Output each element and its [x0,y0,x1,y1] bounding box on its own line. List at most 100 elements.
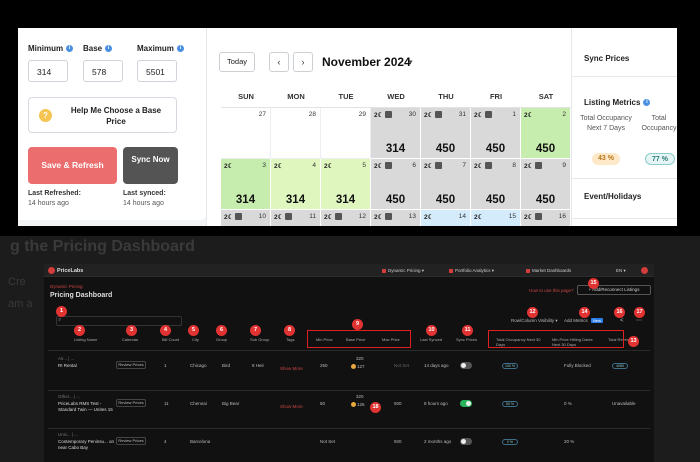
min-price-hit: 0 % [564,401,572,406]
column-header[interactable]: Total Occupancy Next 30 Days [496,337,541,347]
day-cell[interactable]: 2☾ 5 314 [321,159,371,210]
sync-toggle[interactable] [460,362,472,369]
add-reconnect-listings-button[interactable]: + Add/Reconnect Listings [577,285,651,295]
tags-show-more[interactable]: Show More [280,366,303,371]
chevron-down-icon[interactable]: ▾ [409,59,413,66]
listing-name[interactable]: RI Rental [58,363,77,368]
breadcrumb[interactable]: Dynamic Pricing [50,284,83,289]
column-header[interactable]: Bill Count [162,337,180,342]
edit-icon[interactable] [385,162,392,169]
info-icon[interactable]: i [643,99,651,106]
help-choose-base-price-button[interactable]: ? Help Me Choose a Base Price [28,97,177,133]
max-price[interactable]: Not Set [394,363,410,368]
search-input[interactable] [56,316,182,326]
month-title[interactable]: November 2024 [322,55,411,69]
day-cell[interactable]: 2☾ 7 450 [421,159,471,210]
day-cell[interactable]: 2☾ 4 314 [271,159,321,210]
base-price-input[interactable]: 578 [83,60,123,82]
calendar-week: 2☾ 10 2☾ 11 2☾ 12 2☾ 13 2☾ 14 2☾ 15 2☾ 16 [221,210,573,226]
add-metrics-button[interactable]: Add Metrics [564,318,588,323]
review-prices-button[interactable]: Review Prices [116,399,146,407]
min-price[interactable]: 250 [320,363,328,368]
edit-icon[interactable] [235,213,242,220]
calendar-weeks: 27 28 29 2☾ 30 314 2☾ 31 450 2☾ 1 450 2☾ 2 450 2☾ 3 314 2☾… [221,108,573,226]
info-icon[interactable]: i [176,45,184,52]
column-header[interactable]: Sync Prices [456,337,478,342]
more-icon[interactable]: ⋯ [636,318,642,324]
day-cell[interactable]: 2☾ 6 450 [371,159,421,210]
column-header[interactable]: Total Revenue [608,337,634,342]
column-header[interactable]: Group [216,337,228,342]
listing-name[interactable]: PriceLabs RMS Test - Standard Twin — Uni… [58,401,113,412]
tags-show-more[interactable]: Show More [280,404,303,409]
pricelabs-logo[interactable]: PriceLabs [48,267,83,274]
day-cell[interactable]: 2☾ 15 [471,210,521,226]
price-settings-card: Minimum i Base i Maximum i 314 578 5501 ? H… [18,28,206,220]
annotation-badge: 18 [370,402,381,413]
coin-icon [351,402,356,408]
day-cell[interactable]: 28 [271,108,321,159]
edit-icon[interactable] [385,111,392,118]
today-button[interactable]: Today [219,52,255,72]
sync-toggle[interactable] [460,400,472,407]
min-price[interactable]: Not Set [320,439,336,444]
column-header[interactable]: Base Price [346,337,366,342]
nav-portfolio-analytics[interactable]: Portfolio Analytics ▾ [449,268,494,274]
day-cell[interactable]: 2☾ 9 450 [521,159,571,210]
annotation-badge: 8 [284,325,295,336]
day-cell[interactable]: 2☾ 1 450 [471,108,521,159]
info-icon[interactable]: i [66,45,74,52]
day-price: 450 [385,194,406,206]
day-cell[interactable]: 2☾ 13 [371,210,421,226]
column-header[interactable]: Min Price Hitting Dates Next 30 Days [552,337,593,347]
row-column-visibility-dropdown[interactable]: Row/Column Visibility ▾ [511,318,558,323]
day-cell[interactable]: 29 [321,108,371,159]
min-price[interactable]: 50 [320,401,326,406]
day-cell[interactable]: 2☾ 11 [271,210,321,226]
sync-toggle[interactable] [460,438,472,445]
max-price[interactable]: 500 [394,401,402,406]
next-month-button[interactable]: › [293,52,313,72]
day-cell[interactable]: 2☾ 3 314 [221,159,271,210]
column-header[interactable]: Sub Group [250,337,270,342]
annotation-badge: 4 [160,325,171,336]
listing-id: Univ... | ... [58,432,78,437]
column-header[interactable]: Calendar [122,337,139,342]
sync-now-button[interactable]: Sync Now [123,147,178,184]
day-cell[interactable]: 2☾ 14 [421,210,471,226]
day-cell[interactable]: 2☾ 12 [321,210,371,226]
avatar[interactable] [641,267,648,274]
column-header[interactable]: Last Synced [420,337,443,342]
calendar-week: 2☾ 3 314 2☾ 4 314 2☾ 5 314 2☾ 6 450 2☾ 7 450 2☾ 8 450 2☾ 9 4… [221,159,573,210]
review-prices-button[interactable]: Review Prices [116,437,146,445]
review-prices-button[interactable]: Review Prices [116,361,146,369]
day-cell[interactable]: 27 [221,108,271,159]
day-cell[interactable]: 2☾ 31 450 [421,108,471,159]
column-header[interactable]: City [192,337,199,342]
language-selector[interactable]: EN ▾ [616,268,626,273]
day-cell[interactable]: 2☾ 16 [521,210,571,226]
column-header[interactable]: Listing Name [74,337,98,342]
minimum-price-input[interactable]: 314 [28,60,68,82]
info-icon[interactable]: i [105,45,113,52]
analytics-icon [449,268,453,273]
day-cell[interactable]: 2☾ 10 [221,210,271,226]
total-revenue: 4089 [612,363,628,369]
nav-dynamic-pricing[interactable]: Dynamic Pricing ▾ [382,268,424,274]
column-header[interactable]: Tags [286,337,295,342]
maximum-price-input[interactable]: 5501 [137,60,177,82]
help-link[interactable]: How to use this page? [529,288,574,293]
listing-name[interactable]: Contemporary Peninsu... on near Cabo Bay [58,439,115,450]
base-price[interactable]: 320 [356,356,364,361]
base-price[interactable]: 320 [356,394,364,399]
save-refresh-button[interactable]: Save & Refresh [28,147,117,184]
share-icon[interactable]: < [620,318,624,324]
day-cell[interactable]: 2☾ 8 450 [471,159,521,210]
column-header[interactable]: Min Price [316,337,333,342]
day-cell[interactable]: 2☾ 2 450 [521,108,571,159]
nav-market-dashboards[interactable]: Market Dashboards [526,268,571,273]
day-cell[interactable]: 2☾ 30 314 [371,108,421,159]
max-price[interactable]: 500 [394,439,402,444]
prev-month-button[interactable]: ‹ [269,52,289,72]
column-header[interactable]: Max Price [382,337,400,342]
